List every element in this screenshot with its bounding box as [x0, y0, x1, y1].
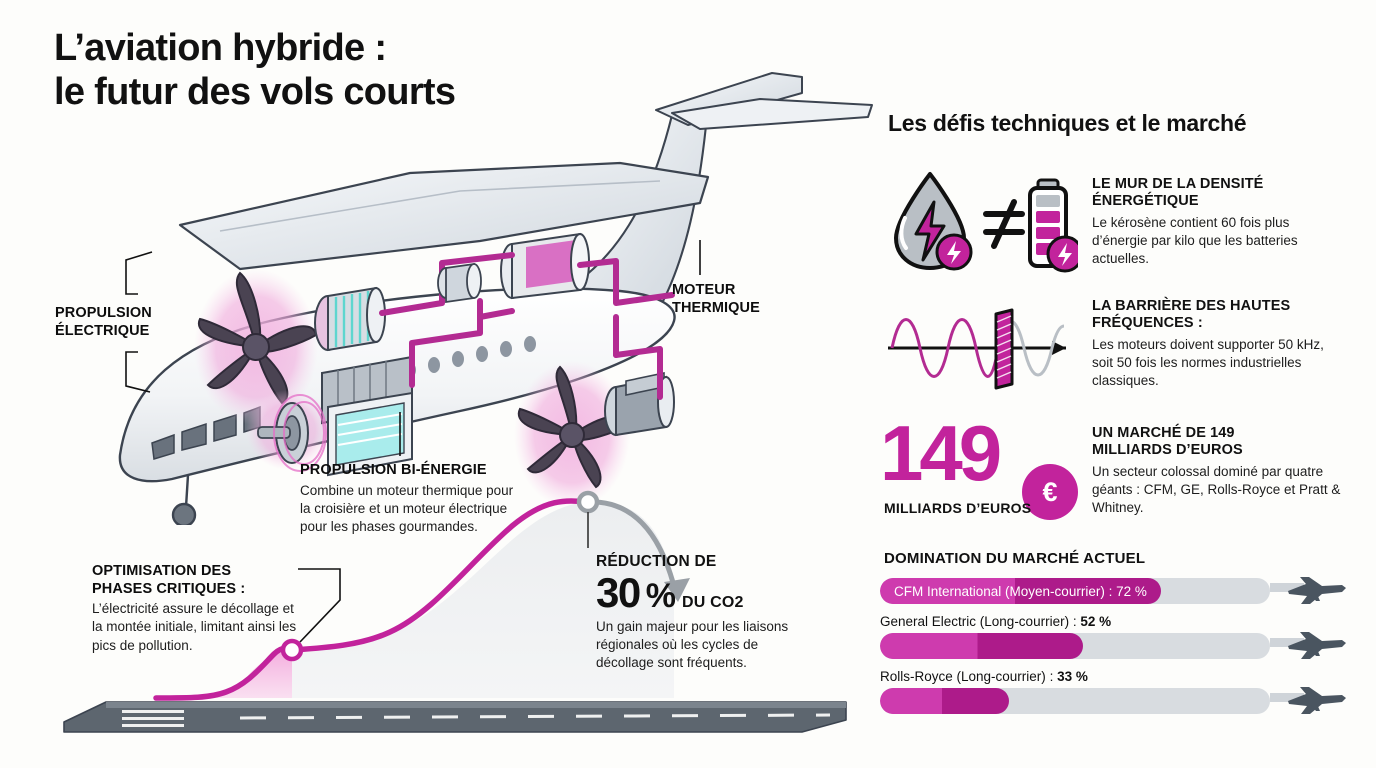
- annotation-moteur-thermique: MOTEUR THERMIQUE: [672, 282, 842, 317]
- reduction-value: 30: [596, 569, 641, 616]
- airplane-icon: [1270, 632, 1346, 659]
- market-bar-label: General Electric (Long-courrier) : 52 %: [880, 614, 1112, 629]
- chart-marker-electric-climb-end: [280, 638, 304, 662]
- flight-profile-chart: [63, 490, 847, 733]
- item-body: Un secteur colossal dominé par quatre gé…: [1092, 463, 1341, 515]
- annotation-propulsion-bi-energie: PROPULSION BI-ÉNERGIE Combine un moteur …: [300, 462, 515, 536]
- market-bar-track: [880, 633, 1270, 660]
- title-line-1: L’aviation hybride :: [54, 27, 387, 69]
- euro-badge-icon: €: [1022, 464, 1078, 520]
- market-bar-value: 52 %: [1080, 614, 1112, 629]
- reduction-sup-label: RÉDUCTION DE: [596, 553, 717, 570]
- market-bar-fill: [880, 688, 1009, 715]
- item-body: Le kérosène contient 60 fois plus d’éner…: [1092, 214, 1298, 266]
- reduction-body: Un gain majeur pour les liaisons régiona…: [596, 619, 789, 671]
- market-share-bars: CFM International (Moyen-courrier) : 72 …: [880, 577, 1350, 724]
- item-heading-line-2: ÉNERGÉTIQUE: [1092, 193, 1199, 210]
- item-heading-line-1: UN MARCHÉ DE 149: [1092, 425, 1235, 441]
- item-heading-line-2: FRÉQUENCES :: [1092, 315, 1203, 332]
- market-bar-value: 33 %: [1057, 669, 1088, 685]
- battery-icon: [1028, 178, 1078, 273]
- market-bar-name: General Electric (Long-courrier): [880, 614, 1070, 629]
- annotation-heading-line-2: THERMIQUE: [672, 299, 760, 316]
- market-bar-row: General Electric (Long-courrier) : 52 %: [880, 614, 1350, 660]
- market-bar-inline-label: CFM International (Moyen-courrier) : 72 …: [894, 583, 1147, 599]
- airplane-icon: [1270, 577, 1346, 604]
- market-big-number-sub: MILLIARDS D’EUROS: [884, 500, 1032, 516]
- market-bar-name: Rolls-Royce (Long-courrier): [880, 669, 1046, 685]
- annotation-heading: PROPULSION BI-ÉNERGIE: [300, 462, 487, 478]
- item-heading-line-2: MILLIARDS D’EUROS: [1092, 442, 1243, 459]
- annotation-heading-line-1: PROPULSION: [55, 305, 152, 321]
- annotation-heading-line-1: MOTEUR: [672, 282, 736, 298]
- market-bar-track: CFM International (Moyen-courrier) : 72 …: [880, 578, 1270, 604]
- page-title: L’aviation hybride : le futur des vols c…: [54, 26, 456, 114]
- market-big-number: 149: [880, 409, 1002, 497]
- reduction-suffix: DU CO2: [681, 594, 744, 611]
- fuel-drop-icon: [894, 172, 973, 271]
- right-item-market-size: UN MARCHÉ DE 149 MILLIARDS D’EUROS Un se…: [1092, 425, 1342, 517]
- energy-density-icon-group: [894, 172, 1078, 273]
- item-heading-line-1: LA BARRIÈRE DES HAUTES: [1092, 298, 1291, 314]
- market-bar-label: Rolls-Royce (Long-courrier) : 33 %: [880, 669, 1088, 685]
- market-bar-fill: [880, 633, 1083, 660]
- reduction-unit: %: [645, 577, 676, 615]
- market-bar-row: CFM International (Moyen-courrier) : 72 …: [880, 577, 1350, 604]
- market-section-header: DOMINATION DU MARCHÉ ACTUEL: [884, 550, 1146, 567]
- annotation-optimisation-phases-critiques: OPTIMISATION DES PHASES CRITIQUES : L’él…: [92, 563, 307, 655]
- not-equal-icon: [983, 199, 1025, 249]
- right-item-high-frequencies: LA BARRIÈRE DES HAUTES FRÉQUENCES : Les …: [1092, 298, 1342, 390]
- annotation-body: Combine un moteur thermique pour la croi…: [300, 482, 514, 534]
- item-body: Les moteurs doivent supporter 50 kHz, so…: [1092, 336, 1324, 388]
- chart-marker-cruise-peak: [576, 490, 600, 514]
- runway: [63, 701, 847, 733]
- annotation-heading-line-2: ÉLECTRIQUE: [55, 322, 150, 339]
- annotation-body: L’électricité assure le décollage et la …: [92, 601, 297, 653]
- item-heading-line-1: LE MUR DE LA DENSITÉ: [1092, 176, 1264, 192]
- aircraft-cutaway-illustration: [118, 72, 873, 525]
- market-bar-track: [880, 688, 1270, 715]
- waveform-icon: [888, 308, 1066, 390]
- right-column-header: Les défis techniques et le marché: [888, 110, 1247, 136]
- right-item-energy-density: LE MUR DE LA DENSITÉ ÉNERGÉTIQUE Le kéro…: [1092, 176, 1338, 268]
- annotation-heading-line-2: PHASES CRITIQUES :: [92, 580, 246, 597]
- annotation-propulsion-electrique: PROPULSION ÉLECTRIQUE: [55, 305, 230, 340]
- airplane-icon: [1270, 687, 1346, 715]
- market-bar-row: Rolls-Royce (Long-courrier) : 33 %: [880, 669, 1350, 715]
- annotation-heading-line-1: OPTIMISATION DES: [92, 563, 232, 579]
- market-bar-fill: [880, 578, 1161, 604]
- title-line-2: le futur des vols courts: [54, 71, 456, 114]
- reduction-callout: RÉDUCTION DE 30 % DU CO2 Un gain majeur …: [596, 553, 801, 673]
